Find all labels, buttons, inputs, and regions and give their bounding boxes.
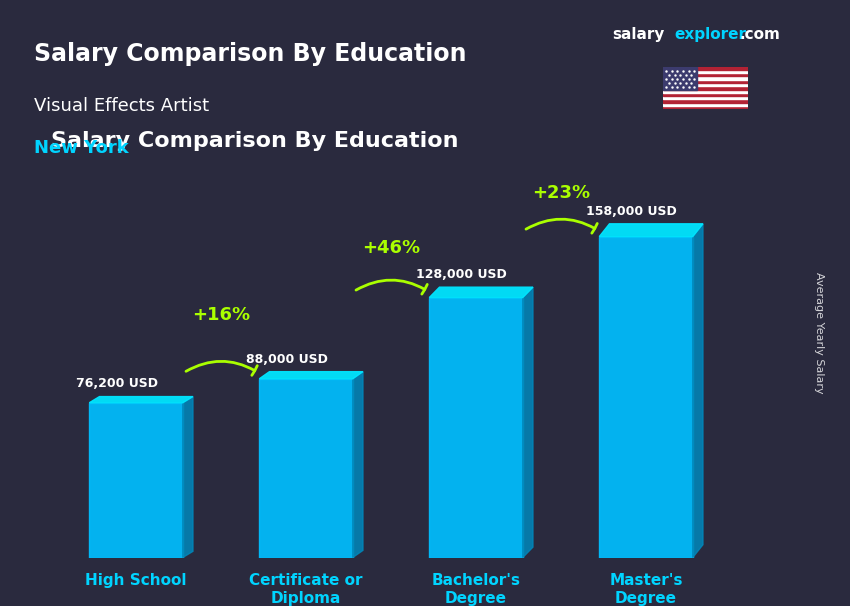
Bar bbox=[89, 403, 183, 558]
Bar bbox=[663, 83, 748, 86]
Bar bbox=[663, 99, 748, 102]
Polygon shape bbox=[599, 224, 703, 236]
Polygon shape bbox=[353, 371, 363, 558]
Text: .com: .com bbox=[740, 27, 780, 42]
Polygon shape bbox=[259, 371, 363, 379]
Text: Salary Comparison By Education: Salary Comparison By Education bbox=[51, 132, 458, 152]
Text: Visual Effects Artist: Visual Effects Artist bbox=[34, 97, 209, 115]
Text: 88,000 USD: 88,000 USD bbox=[246, 353, 327, 365]
Text: 76,200 USD: 76,200 USD bbox=[76, 378, 157, 390]
Polygon shape bbox=[183, 396, 193, 558]
Text: salary: salary bbox=[612, 27, 665, 42]
Bar bbox=[663, 67, 748, 70]
Text: 128,000 USD: 128,000 USD bbox=[416, 268, 507, 281]
Text: +46%: +46% bbox=[362, 239, 420, 257]
Text: +23%: +23% bbox=[532, 184, 590, 202]
Text: Average Yearly Salary: Average Yearly Salary bbox=[814, 273, 824, 394]
Polygon shape bbox=[523, 287, 533, 558]
Text: +16%: +16% bbox=[192, 306, 250, 324]
Bar bbox=[259, 379, 353, 558]
Bar bbox=[663, 73, 748, 76]
Polygon shape bbox=[693, 224, 703, 558]
Bar bbox=[663, 76, 748, 80]
Bar bbox=[663, 90, 748, 93]
Text: Salary Comparison By Education: Salary Comparison By Education bbox=[34, 42, 467, 67]
Polygon shape bbox=[429, 287, 533, 298]
Bar bbox=[663, 80, 748, 83]
Bar bbox=[429, 298, 523, 558]
Bar bbox=[663, 70, 748, 73]
Bar bbox=[663, 86, 748, 90]
Polygon shape bbox=[89, 396, 193, 403]
Text: 158,000 USD: 158,000 USD bbox=[586, 205, 677, 218]
Bar bbox=[663, 106, 748, 109]
Text: explorer: explorer bbox=[674, 27, 746, 42]
Bar bbox=[663, 93, 748, 96]
Bar bbox=[599, 236, 693, 558]
Bar bbox=[663, 102, 748, 106]
Text: New York: New York bbox=[34, 139, 128, 158]
Bar bbox=[663, 67, 697, 90]
Bar bbox=[663, 96, 748, 99]
